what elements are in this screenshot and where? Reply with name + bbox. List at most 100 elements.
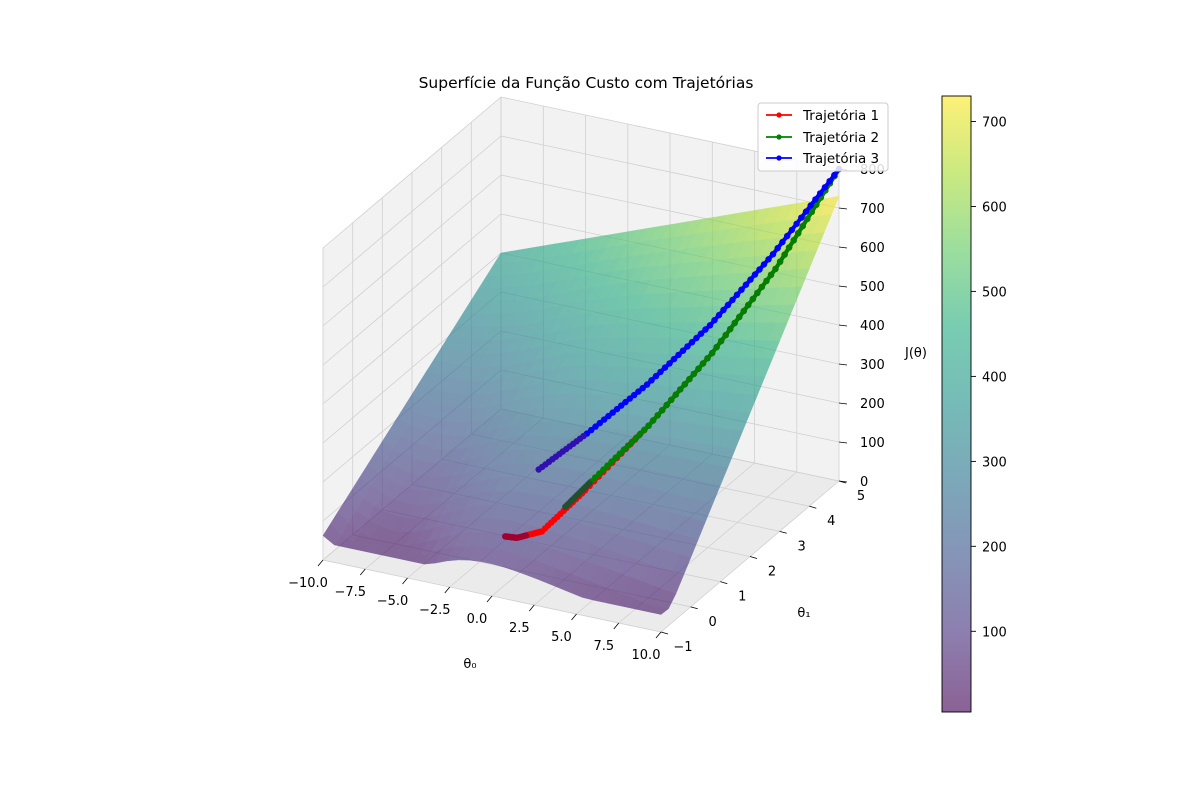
trajectory-point (733, 291, 741, 298)
y-tick-mark (720, 581, 728, 585)
trajectory-point (686, 375, 693, 383)
trajectory-point (684, 343, 691, 350)
colorbar-ticks: 100 200 300 400 500 600 700 (971, 116, 1007, 640)
y-tick-label: 4 (827, 514, 835, 529)
x-tick-mark (359, 568, 366, 576)
trajectory-point (677, 386, 684, 393)
trajectory-point (635, 388, 642, 395)
trajectory-point (654, 412, 661, 419)
colorbar-frame (941, 95, 972, 713)
trajectory-2 (562, 165, 843, 511)
trajectory-point (717, 337, 725, 345)
trajectory-point (751, 271, 759, 278)
z-tick-mark (838, 441, 848, 444)
trajectory-point (600, 466, 607, 473)
z-tick-mark (838, 285, 848, 288)
trajectory-point (799, 222, 806, 230)
trajectory-point (679, 347, 687, 354)
trajectory-point (535, 466, 542, 473)
trajectory-point (661, 364, 669, 371)
trajectory-point (643, 381, 651, 388)
trajectory-point (807, 202, 814, 209)
trajectory-point (562, 503, 569, 511)
trajectory-point (756, 266, 763, 273)
colorbar-tick-label: 700 (982, 116, 1007, 131)
colorbar-tick-label: 100 (982, 625, 1007, 640)
x-tick-mark (444, 586, 451, 594)
trajectory-point (720, 306, 727, 314)
trajectory-point (795, 230, 802, 237)
trajectory-point (663, 401, 670, 409)
trajectory-point (668, 396, 675, 403)
y-tick-label: −1 (673, 640, 692, 655)
trajectory-point (659, 407, 666, 414)
z-tick-label: 100 (860, 436, 885, 451)
trajectory-point (645, 422, 652, 429)
z-tick-mark (838, 480, 848, 483)
trajectory-point (690, 370, 698, 378)
trajectory-point (681, 381, 689, 388)
trajectory-point (715, 311, 723, 319)
trajectory-point (788, 226, 796, 234)
trajectory-point (637, 430, 644, 437)
svg-text:Trajetória 3: Trajetória 3 (802, 151, 879, 167)
trajectory-point (618, 402, 625, 409)
x-tick-label: 5.0 (551, 630, 572, 645)
trajectory-point (670, 355, 678, 363)
trajectory-point (767, 271, 775, 279)
trajectory-point (724, 301, 732, 309)
trajectory-point (742, 281, 750, 288)
colorbar-tick-label: 300 (982, 455, 1007, 470)
trajectory-point (609, 409, 616, 416)
y-tick-label: 0 (709, 615, 717, 630)
x-tick-mark (486, 595, 493, 603)
trajectory-point (639, 384, 646, 392)
y-axis-label: θ₁ (797, 606, 810, 621)
colorbar-tick-label: 600 (982, 201, 1007, 216)
trajectory-point (697, 330, 705, 337)
trajectory-point (747, 276, 754, 283)
x-tick-label: 7.5 (593, 639, 614, 654)
trajectory-point (821, 184, 829, 191)
y-tick-mark (749, 556, 758, 559)
trajectory-point (688, 339, 696, 346)
svg-text:Trajetória 2: Trajetória 2 (802, 130, 879, 146)
trajectory-point (776, 258, 784, 265)
trajectory-point (816, 190, 824, 197)
grid-line-z (322, 135, 840, 288)
trajectory-point (758, 283, 766, 291)
z-tick-label: 300 (860, 358, 885, 373)
trajectory-3 (535, 165, 843, 473)
trajectory-point (608, 458, 615, 465)
z-tick-label: 700 (860, 202, 885, 217)
trajectory-point (793, 220, 800, 227)
trajectory-point (620, 446, 628, 453)
trajectory-point (802, 208, 810, 215)
trajectory-point (622, 398, 629, 406)
x-tick-label: −7.5 (335, 585, 367, 600)
trajectory-point (738, 286, 745, 293)
x-tick-mark (528, 604, 535, 612)
y-tick-mark (660, 631, 669, 635)
trajectory-point (649, 417, 657, 424)
trajectory-point (812, 196, 819, 203)
trajectory-point (760, 261, 768, 268)
trajectory-point (779, 238, 786, 246)
trajectory-point (657, 368, 664, 376)
y-tick-mark (690, 606, 698, 610)
trajectory-point (648, 377, 655, 384)
z-tick-label: 0 (860, 475, 868, 490)
trajectory-point (502, 533, 509, 540)
trajectory-point (754, 289, 761, 297)
trajectory-point (596, 470, 603, 477)
cost-surface (322, 195, 840, 615)
legend-entry-3: Trajetória 3 (766, 151, 879, 167)
trajectory-point (781, 251, 788, 258)
trajectory-point (616, 450, 623, 457)
x-axis-label: θ₀ (463, 657, 476, 672)
trajectory-point (729, 296, 736, 304)
trajectory-point (704, 355, 711, 362)
trajectory-point (624, 442, 632, 449)
